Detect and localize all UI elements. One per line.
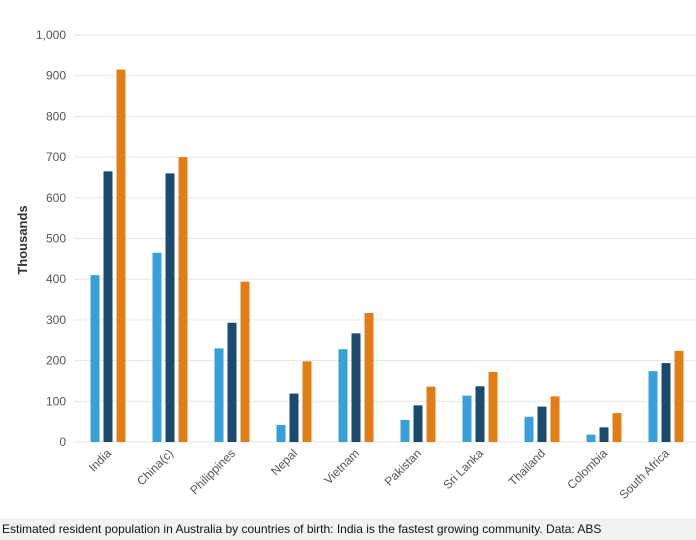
x-tick-label: Sri Lanka <box>440 446 486 492</box>
x-tick-label: India <box>86 446 115 475</box>
y-tick-label: 900 <box>46 69 66 83</box>
y-tick-label: 100 <box>46 394 66 408</box>
bar <box>550 396 560 442</box>
bar <box>90 275 100 442</box>
y-tick-label: 1,000 <box>36 28 66 42</box>
y-tick-label: 300 <box>46 313 66 327</box>
bar <box>475 386 485 442</box>
bar <box>116 69 126 442</box>
x-tick-label: South Africa <box>616 446 672 502</box>
bar <box>488 371 498 442</box>
bar <box>338 349 348 442</box>
bar <box>302 361 312 442</box>
x-tick-label: Philippines <box>187 446 238 497</box>
bar <box>152 252 162 442</box>
bar <box>586 434 596 442</box>
bar <box>524 416 534 442</box>
bar <box>276 424 286 442</box>
bar <box>364 312 374 442</box>
bar <box>648 371 658 442</box>
bar <box>537 406 547 442</box>
bar <box>661 363 671 442</box>
x-tick-label: Pakistan <box>382 446 424 488</box>
bar <box>674 350 684 442</box>
y-tick-label: 200 <box>46 354 66 368</box>
bar <box>178 157 188 442</box>
bar <box>351 333 361 442</box>
x-tick-label: Colombia <box>564 446 610 492</box>
x-tick-label: Vietnam <box>321 446 362 487</box>
y-tick-label: 600 <box>46 191 66 205</box>
bar <box>599 427 609 442</box>
bar <box>240 281 250 442</box>
x-tick-label: China(c) <box>134 446 176 488</box>
y-tick-label: 700 <box>46 150 66 164</box>
chart: Thousands 0 100 200 300 400 500 600 700 800 900 1,… <box>15 28 695 502</box>
bar <box>612 413 622 442</box>
y-axis-title: Thousands <box>15 205 30 274</box>
y-tick-label: 800 <box>46 109 66 123</box>
bar <box>400 420 410 442</box>
bar <box>103 171 113 442</box>
y-tick-label: 0 <box>59 435 66 449</box>
x-tick-label: Nepal <box>268 446 300 478</box>
bar <box>227 322 237 442</box>
bar <box>426 386 436 442</box>
bar <box>413 405 423 442</box>
x-tick-label: Thailand <box>506 446 548 488</box>
caption: Estimated resident population in Austral… <box>0 518 696 540</box>
bar <box>165 173 175 442</box>
bar <box>214 348 224 442</box>
y-tick-label: 500 <box>46 232 66 246</box>
y-tick-label: 400 <box>46 272 66 286</box>
bar <box>289 393 299 442</box>
bar <box>462 395 472 442</box>
